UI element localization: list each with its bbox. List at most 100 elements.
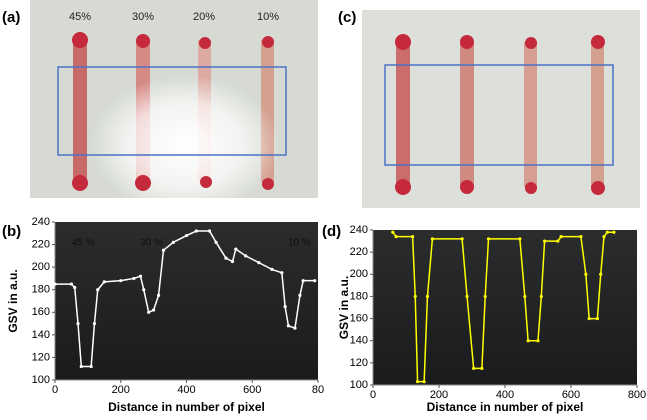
photo-label: 10% [257,11,279,23]
data-point [587,316,591,321]
photo-label: 45% [69,11,91,23]
panel-label: (b) [2,223,21,240]
x-tick-label: 80 [312,384,324,396]
data-point [161,248,166,252]
data-point [298,293,302,297]
data-point [394,235,398,239]
plot-background [55,222,318,380]
data-point [234,247,238,251]
data-point [301,279,305,283]
x-tick-label: 400 [496,389,514,401]
data-point [612,230,616,234]
data-point [79,364,83,369]
annotation: 30 % [140,238,163,249]
photo-label: 30% [132,11,154,23]
data-point [171,240,175,244]
panel-label: (d) [322,223,341,240]
data-point [207,229,212,233]
y-axis-title: GSV in a.u. [337,276,351,339]
data-point [595,316,600,321]
data-point [147,310,151,314]
annotation: 45 % [72,238,95,249]
data-point [579,235,583,239]
data-point [523,294,527,299]
data-point [283,305,287,309]
y-tick-label: 140 [350,335,368,347]
photo-c [362,10,640,208]
y-tick-label: 120 [32,351,50,363]
data-point [584,272,588,276]
data-point [556,239,560,243]
panel-label: (c) [338,9,356,26]
data-point [194,229,198,233]
data-point [411,235,415,239]
x-tick-label: 0 [52,384,58,396]
y-tick-label: 100 [350,379,368,391]
data-point [539,294,543,299]
data-point [53,282,57,286]
y-tick-label: 220 [32,238,50,250]
data-point [270,267,274,271]
x-tick-label: 600 [243,384,261,396]
y-tick-label: 200 [350,268,368,280]
data-point [460,237,464,241]
data-point [89,364,93,369]
data-point [69,282,74,286]
data-point [214,240,218,244]
data-point [96,288,100,292]
x-tick-label: 200 [430,389,448,401]
x-axis-title: Distance in number of pixel [427,400,584,414]
photo-label: 20% [193,11,215,23]
data-point [280,271,284,275]
x-axis-title: Distance in number of pixel [108,400,265,414]
data-point [132,276,136,281]
y-tick-label: 140 [32,329,50,341]
data-point [76,321,80,326]
x-tick-label: 800 [628,389,646,401]
y-tick-label: 180 [32,284,50,296]
data-point [483,294,487,299]
data-point [92,321,97,326]
x-tick-label: 200 [112,384,130,396]
y-axis-title: GSV in a.u. [6,269,20,332]
data-point [73,285,77,290]
data-point [543,239,547,243]
data-point [526,339,530,343]
y-tick-label: 100 [32,374,50,386]
y-tick-label: 240 [350,224,368,236]
x-tick-label: 0 [370,389,376,401]
y-tick-label: 160 [32,306,50,318]
y-tick-label: 160 [350,312,368,324]
data-point [422,380,426,384]
data-point [518,237,522,241]
data-point [244,254,248,258]
data-point [559,235,563,239]
data-point [415,380,420,384]
panel-label: (a) [2,9,20,26]
data-point [602,235,606,239]
data-point [102,280,106,284]
y-tick-label: 200 [32,261,50,273]
photo-a [30,0,318,215]
x-tick-label: 400 [177,384,195,396]
data-point [465,294,469,299]
data-point [142,288,146,292]
y-tick-label: 240 [32,216,50,228]
data-point [413,294,417,299]
data-point [313,279,317,283]
annotation: 10 % [288,238,311,249]
data-point [230,259,235,264]
data-point [119,279,123,283]
data-point [257,261,261,265]
data-point [599,272,603,276]
data-point [391,230,395,234]
data-point [472,366,476,370]
data-point [605,230,609,234]
data-point [224,256,228,260]
data-point [480,366,484,370]
data-point [536,339,540,343]
data-point [156,293,161,297]
y-tick-label: 180 [350,290,368,302]
data-point [152,308,156,312]
